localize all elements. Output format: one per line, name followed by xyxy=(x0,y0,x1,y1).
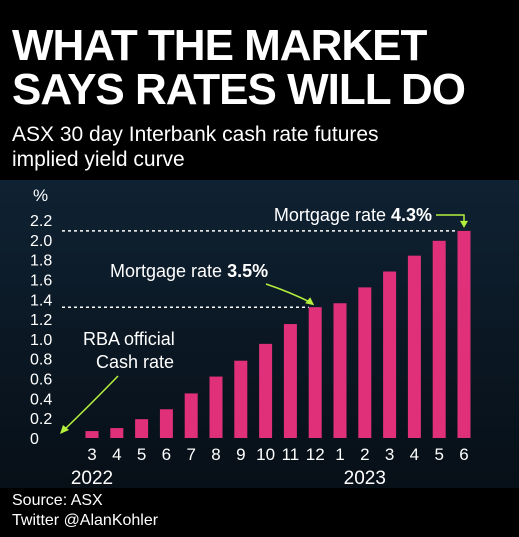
bar xyxy=(135,419,149,438)
subtitle-line-1: ASX 30 day Interbank cash rate futures xyxy=(12,123,379,146)
x-tick-label: 7 xyxy=(186,445,195,464)
x-tick-label: 3 xyxy=(87,445,96,464)
bar xyxy=(259,343,273,438)
bar xyxy=(308,307,322,438)
mortgage-35-arrowhead xyxy=(305,297,315,306)
y-tick-label: 1.2 xyxy=(30,312,52,329)
y-tick-label: 2.0 xyxy=(30,233,52,250)
y-tick-label: 2.2 xyxy=(30,213,52,230)
x-tick-label: 4 xyxy=(112,445,121,464)
bar xyxy=(432,240,446,438)
title-line-2: SAYS RATES WILL DO xyxy=(12,65,466,114)
x-tick-label: 12 xyxy=(306,445,325,464)
x-tick-label: 10 xyxy=(256,445,275,464)
x-tick-label: 8 xyxy=(211,445,220,464)
x-tick-label: 1 xyxy=(335,445,344,464)
year-label: 2022 xyxy=(71,468,113,489)
subtitle-line-2: implied yield curve xyxy=(12,148,185,171)
x-tick-label: 5 xyxy=(137,445,146,464)
rba-label-line-2: Cash rate xyxy=(96,352,174,372)
twitter-handle: Twitter @AlanKohler xyxy=(12,512,159,529)
bar xyxy=(159,409,173,438)
x-tick-label: 11 xyxy=(282,445,300,464)
y-tick-label: 0.6 xyxy=(30,372,52,389)
y-tick-label: 1.8 xyxy=(30,253,52,270)
mortgage-43-arrowhead xyxy=(460,220,468,228)
y-tick-label: 0.4 xyxy=(30,391,52,408)
x-tick-label: 9 xyxy=(236,445,245,464)
footer: Source: ASX Twitter @AlanKohler xyxy=(0,488,519,537)
source-text: Source: ASX xyxy=(12,492,103,509)
year-label: 2023 xyxy=(344,468,386,489)
y-axis-label: % xyxy=(33,186,48,205)
page-title: WHAT THE MARKET SAYS RATES WILL DO xyxy=(12,24,512,112)
bar xyxy=(209,376,223,438)
bar xyxy=(358,287,372,438)
y-tick-label: 1.0 xyxy=(30,332,52,349)
y-tick-label: 1.6 xyxy=(30,272,52,289)
bar xyxy=(234,360,248,438)
y-tick-label: 0 xyxy=(30,431,39,448)
bar xyxy=(407,255,421,438)
bar xyxy=(110,428,124,438)
rba-arrowhead xyxy=(60,425,69,434)
bar xyxy=(383,271,397,438)
chart-background xyxy=(0,180,519,490)
bar xyxy=(333,303,347,438)
rba-label-line-1: RBA official xyxy=(83,329,175,349)
bar xyxy=(85,431,99,438)
x-tick-label: 5 xyxy=(434,445,443,464)
y-tick-label: 0.2 xyxy=(30,411,52,428)
x-tick-label: 6 xyxy=(459,445,468,464)
title-line-1: WHAT THE MARKET xyxy=(12,21,427,70)
y-tick-label: 0.8 xyxy=(30,352,52,369)
bar xyxy=(283,324,297,438)
header: WHAT THE MARKET SAYS RATES WILL DO ASX 3… xyxy=(0,0,519,180)
mortgage-35-label: Mortgage rate 3.5% xyxy=(110,261,268,281)
x-tick-label: 6 xyxy=(162,445,171,464)
y-tick-label: 1.4 xyxy=(30,292,52,309)
bar xyxy=(457,230,471,438)
x-tick-label: 2 xyxy=(360,445,369,464)
rba-arrow xyxy=(63,375,119,431)
mortgage-43-label: Mortgage rate 4.3% xyxy=(274,205,432,225)
x-tick-label: 4 xyxy=(410,445,419,464)
bar xyxy=(184,393,198,438)
subtitle: ASX 30 day Interbank cash rate futures i… xyxy=(12,122,512,172)
x-tick-label: 3 xyxy=(385,445,394,464)
